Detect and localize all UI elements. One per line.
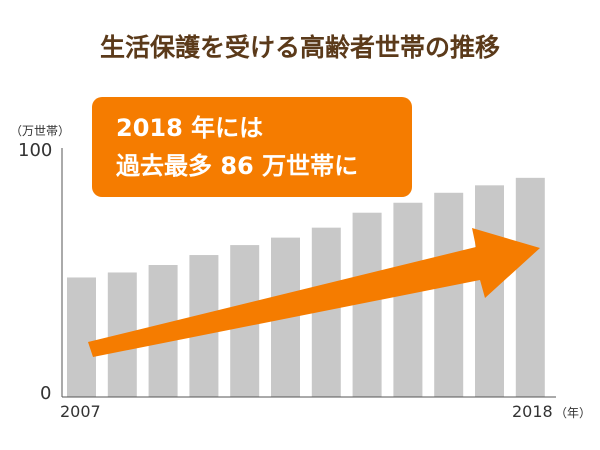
bar-2015 [393, 202, 423, 397]
trend-arrow [88, 228, 540, 357]
y-axis-label: （万世帯） [10, 124, 71, 138]
annotation-line1: 2018 年には [116, 114, 264, 142]
x-tick-first: 2007 [60, 402, 101, 421]
bar-2018 [515, 177, 545, 397]
chart-title: 生活保護を受ける高齢者世帯の推移 [99, 33, 500, 62]
annotation-line2: 過去最多 86 万世帯に [116, 152, 359, 180]
x-axis-label: （年） [555, 406, 592, 420]
y-tick-100: 100 [18, 140, 53, 161]
bar-2007 [67, 277, 96, 397]
bar-2016 [434, 192, 464, 397]
annotation-callout: 2018 年には 過去最多 86 万世帯に [92, 97, 412, 197]
x-tick-last: 2018 [512, 402, 553, 421]
y-tick-0: 0 [40, 383, 52, 404]
bar-2014 [352, 212, 382, 397]
